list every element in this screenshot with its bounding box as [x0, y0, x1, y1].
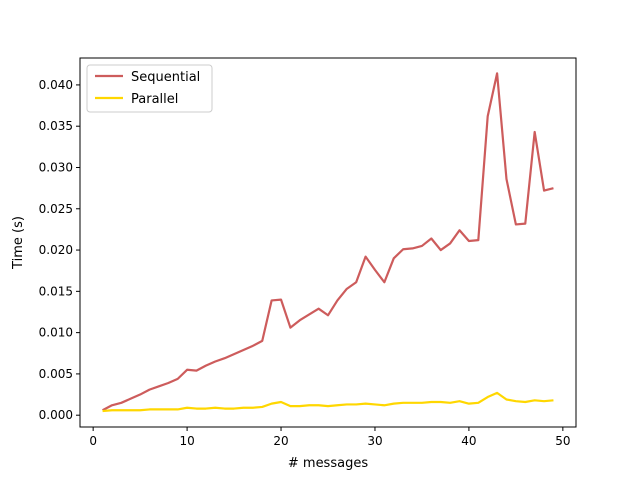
y-axis-label: Time (s)	[11, 216, 26, 270]
series-line-parallel	[102, 391, 554, 413]
series-line-sequential	[102, 72, 554, 412]
x-tick-label: 30	[367, 434, 382, 448]
legend-label-parallel: Parallel	[131, 92, 178, 107]
series-layer	[102, 72, 554, 413]
y-tick-label: 0.020	[39, 243, 73, 257]
x-axis-ticks: 0 10 20 30 40 50	[89, 427, 570, 448]
legend: Sequential Parallel	[86, 64, 213, 113]
y-tick-label: 0.000	[39, 408, 73, 422]
y-tick-label: 0.040	[39, 78, 73, 92]
x-tick-label: 0	[89, 434, 97, 448]
y-tick-label: 0.035	[39, 119, 73, 133]
y-axis-ticks: 0.000 0.005 0.010 0.015 0.020 0.025 0.030 0.035…	[39, 78, 80, 422]
y-tick-label: 0.025	[39, 202, 73, 216]
y-tick-label: 0.005	[39, 367, 73, 381]
y-tick-label: 0.015	[39, 284, 73, 298]
legend-label-sequential: Sequential	[131, 70, 200, 85]
x-tick-label: 50	[555, 434, 570, 448]
y-tick-label: 0.030	[39, 160, 73, 174]
y-tick-label: 0.010	[39, 326, 73, 340]
x-tick-label: 10	[179, 434, 194, 448]
plot-area-frame	[79, 57, 577, 428]
x-tick-label: 20	[273, 434, 288, 448]
x-tick-label: 40	[461, 434, 476, 448]
x-axis-label: # messages	[288, 456, 368, 471]
